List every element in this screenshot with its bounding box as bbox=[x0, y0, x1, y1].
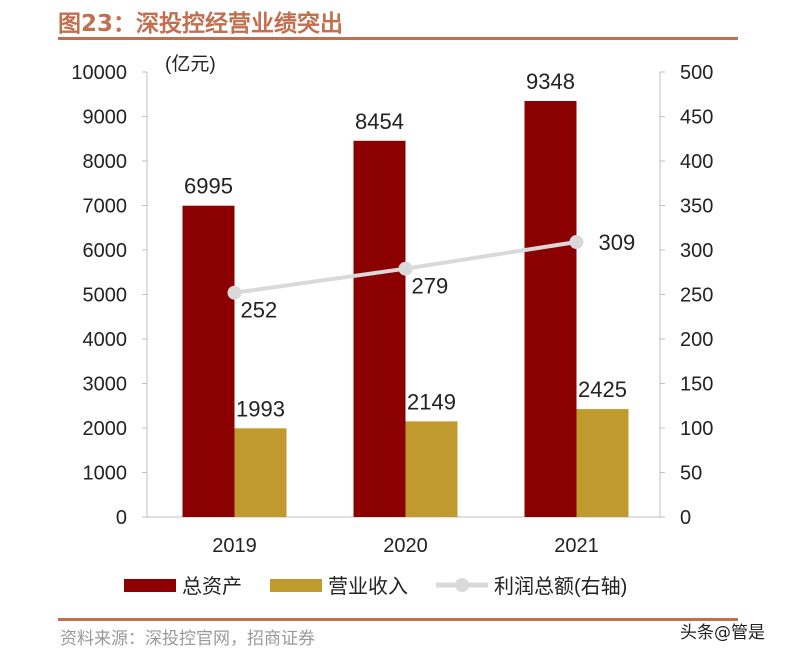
right-tick-label: 50 bbox=[680, 463, 702, 485]
legend-label: 总资产 bbox=[182, 575, 242, 598]
left-tick-label: 4000 bbox=[83, 329, 128, 351]
bar-data-label: 8454 bbox=[355, 109, 404, 134]
x-tick-label: 2021 bbox=[554, 535, 599, 557]
legend-swatch bbox=[124, 579, 176, 592]
profit-point bbox=[569, 234, 584, 249]
left-tick-label: 2000 bbox=[83, 418, 128, 440]
profit-point bbox=[227, 285, 242, 300]
line-data-label: 252 bbox=[241, 298, 278, 323]
watermark: 头条@管是 bbox=[680, 623, 765, 643]
left-tick-label: 9000 bbox=[83, 107, 128, 129]
right-tick-label: 100 bbox=[680, 418, 713, 440]
left-tick-label: 7000 bbox=[83, 196, 128, 218]
right-tick-label: 350 bbox=[680, 196, 713, 218]
title-rule bbox=[58, 37, 738, 40]
bar-data-label: 9348 bbox=[526, 69, 575, 94]
left-tick-label: 10000 bbox=[71, 62, 127, 84]
left-tick-label: 8000 bbox=[83, 151, 128, 173]
legend-swatch bbox=[270, 579, 322, 592]
left-tick-label: 6000 bbox=[83, 240, 128, 262]
left-tick-label: 0 bbox=[116, 507, 127, 529]
right-tick-label: 500 bbox=[680, 62, 713, 84]
bar-data-label: 1993 bbox=[236, 396, 285, 421]
x-tick-label: 2020 bbox=[383, 535, 428, 557]
right-tick-label: 200 bbox=[680, 329, 713, 351]
legend-label: 营业收入 bbox=[328, 575, 408, 598]
line-data-label: 279 bbox=[412, 274, 449, 299]
x-tick-label: 2019 bbox=[212, 535, 257, 557]
right-tick-label: 400 bbox=[680, 151, 713, 173]
bar-data-label: 6995 bbox=[184, 174, 233, 199]
legend-marker bbox=[455, 578, 469, 592]
profit-point bbox=[398, 261, 413, 276]
bar-2020 bbox=[405, 421, 458, 517]
line-data-label: 309 bbox=[599, 230, 636, 255]
right-tick-label: 450 bbox=[680, 107, 713, 129]
left-tick-label: 3000 bbox=[83, 374, 128, 396]
source-note: 资料来源：深投控官网，招商证券 bbox=[60, 629, 315, 649]
left-tick-label: 5000 bbox=[83, 285, 128, 307]
bar-data-label: 2149 bbox=[407, 389, 456, 414]
right-tick-label: 150 bbox=[680, 374, 713, 396]
legend-label: 利润总额(右轴) bbox=[494, 575, 627, 598]
unit-label: (亿元) bbox=[165, 53, 216, 75]
bar-2019 bbox=[234, 428, 287, 517]
right-tick-label: 250 bbox=[680, 285, 713, 307]
bar-2020 bbox=[353, 140, 406, 517]
footer-rule bbox=[58, 618, 738, 621]
bar-2019 bbox=[182, 205, 235, 517]
right-tick-label: 0 bbox=[680, 507, 691, 529]
bar-2021 bbox=[576, 409, 629, 517]
right-tick-label: 300 bbox=[680, 240, 713, 262]
bar-data-label: 2425 bbox=[578, 377, 627, 402]
chart-title: 图23：深投控经营业绩突出 bbox=[58, 11, 344, 37]
left-tick-label: 1000 bbox=[83, 463, 128, 485]
bar-2021 bbox=[524, 101, 577, 517]
